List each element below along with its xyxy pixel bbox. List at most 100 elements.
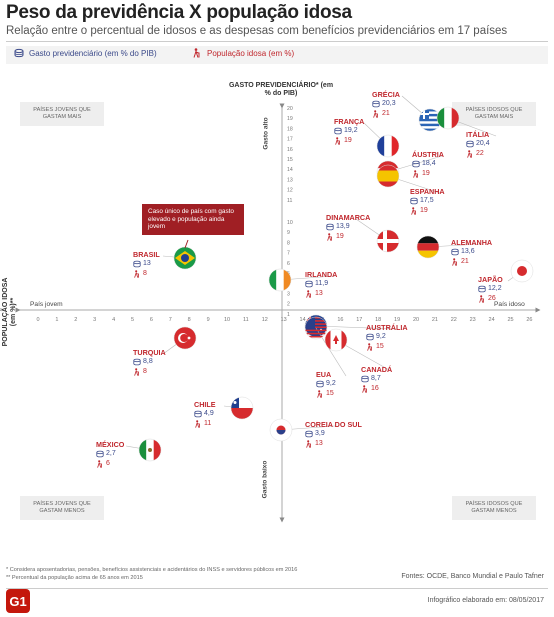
spending-value: 20,4 (476, 140, 490, 147)
spending-value: 9,2 (326, 380, 336, 387)
y-tick-label: 19 (287, 116, 293, 122)
data-point (507, 259, 534, 283)
x-tick-label: 3 (93, 317, 96, 323)
country-name: MÉXICO (96, 440, 125, 449)
y-tick-label: 9 (287, 230, 290, 236)
legend-spending-label: Gasto previdenciário (em % do PIB) (29, 48, 157, 58)
x-tick-label: 20 (413, 317, 419, 323)
flag-italy-icon (437, 107, 459, 129)
spending-value: 19,2 (344, 127, 358, 134)
y-tick-label: 8 (287, 240, 290, 246)
population-value: 16 (371, 385, 379, 392)
x-tick-label: 24 (489, 317, 495, 323)
population-value: 19 (336, 233, 344, 240)
coin-stack-icon (412, 160, 420, 168)
country-name: ALEMANHA (451, 238, 493, 247)
page-subtitle: Relação entre o percentual de idosos e a… (6, 25, 508, 37)
population-value: 19 (422, 170, 430, 177)
elderly-person-icon (479, 295, 484, 303)
elderly-person-icon (411, 207, 416, 215)
population-value: 13 (315, 290, 323, 297)
data-point (162, 326, 197, 355)
legend-bar (6, 46, 548, 64)
coin-stack-icon (305, 430, 313, 438)
y-tick-label: 12 (287, 188, 293, 194)
elderly-person-icon (467, 150, 472, 158)
country-name: AUSTRÁLIA (366, 323, 408, 332)
spending-value: 8,8 (143, 358, 153, 365)
data-point (355, 218, 400, 253)
x-tick-label: 6 (150, 317, 153, 323)
x-tick-label: 22 (451, 317, 457, 323)
data-point (436, 106, 497, 137)
data-point (269, 418, 336, 442)
y-tick-label: 13 (287, 177, 293, 183)
population-value: 21 (382, 110, 390, 117)
population-value: 13 (315, 440, 323, 447)
connector-line (315, 325, 397, 330)
quadrant-label-old-low: PAÍSES IDOSOS QUE GASTAM MENOS (452, 496, 536, 520)
flag-chile-icon (231, 397, 253, 419)
population-value: 19 (420, 207, 428, 214)
data-point (304, 316, 347, 377)
spending-value: 9,2 (376, 333, 386, 340)
spending-value: 18,4 (422, 160, 436, 167)
coin-stack-icon (334, 127, 342, 135)
x-tick-group: 0123456789101112131415161718192021222324… (36, 317, 532, 323)
elderly-person-icon (373, 110, 378, 118)
y-tick-label: 16 (287, 147, 293, 153)
y-tick-label: 14 (287, 167, 293, 173)
quadrant-label-young-high: PAÍSES JOVENS QUE GASTAM MAIS (20, 102, 104, 126)
legend-spending: Gasto previdenciário (em % do PIB) (14, 48, 157, 58)
country-name: FRANÇA (334, 117, 365, 126)
coin-stack-icon (14, 48, 24, 58)
population-value: 21 (461, 258, 469, 265)
country-name: ESPANHA (410, 187, 445, 196)
page-title: Peso da previdência X população idosa (6, 2, 352, 23)
elderly-person-icon (367, 343, 372, 351)
source-text: Fontes: OCDE, Banco Mundial e Paulo Tafn… (401, 573, 544, 580)
x-tick-label: 17 (356, 317, 362, 323)
country-name: ITÁLIA (466, 130, 490, 139)
quadrant-label-old-high: PAÍSES IDOSOS QUE GASTAM MAIS (452, 102, 536, 126)
data-point (416, 235, 482, 259)
population-value: 15 (376, 343, 384, 350)
brazil-callout: Caso único de país com gasto elevado e p… (142, 204, 244, 235)
country-name: TURQUIA (133, 348, 166, 357)
country-name: EUA (316, 370, 332, 379)
x-tick-label: 14 (300, 317, 306, 323)
flag-japan-icon (511, 260, 533, 282)
y-axis-high-label: Gasto alto (262, 117, 270, 150)
country-name: CHILE (194, 400, 216, 409)
x-tick-label: 7 (169, 317, 172, 323)
x-tick-label: 25 (507, 317, 513, 323)
y-tick-label: 10 (287, 220, 293, 226)
spending-value: 3,9 (315, 430, 325, 437)
country-name: JAPÃO (478, 275, 503, 284)
spending-value: 13,6 (461, 248, 475, 255)
coin-stack-icon (366, 333, 374, 341)
coin-stack-icon (133, 260, 141, 268)
x-tick-label: 16 (337, 317, 343, 323)
elderly-person-icon (134, 270, 139, 278)
population-value: 11 (204, 420, 212, 427)
g1-logo: G1 (6, 589, 30, 613)
x-tick-label: 11 (243, 317, 249, 323)
x-tick-label: 21 (432, 317, 438, 323)
elderly-person-icon (413, 170, 418, 178)
x-tick-label: 13 (281, 317, 287, 323)
x-tick-label: 10 (224, 317, 230, 323)
country-name: COREIA DO SUL (305, 420, 362, 429)
country-name: IRLANDA (305, 270, 338, 279)
x-tick-label: 2 (74, 317, 77, 323)
data-point (268, 268, 336, 292)
data-point (376, 164, 441, 194)
flag-korea-icon (270, 419, 292, 441)
x-tick-label: 9 (207, 317, 210, 323)
legend-population-label: População idosa (em %) (207, 48, 295, 58)
coin-stack-icon (326, 223, 334, 231)
flag-ireland-icon (269, 269, 291, 291)
x-tick-label: 19 (394, 317, 400, 323)
elderly-person-icon (306, 290, 311, 298)
x-tick-label: 26 (526, 317, 532, 323)
